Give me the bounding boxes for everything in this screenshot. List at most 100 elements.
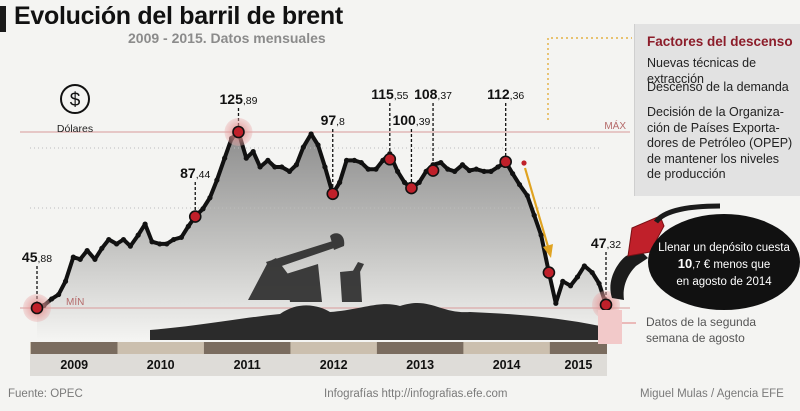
note-text-line2: semana de agosto	[646, 331, 745, 345]
data-point	[92, 256, 98, 262]
data-point	[495, 164, 501, 170]
data-point	[445, 166, 451, 172]
factors-pointer	[547, 37, 632, 120]
data-point	[300, 144, 306, 150]
data-point	[308, 131, 314, 137]
data-point	[142, 221, 148, 227]
value-label: 115,55	[371, 86, 408, 102]
data-point	[70, 254, 76, 260]
x-tick-label-year: 2013	[406, 358, 434, 372]
fuel-nozzle-icon	[610, 250, 648, 300]
unit-label: Dólares	[57, 123, 93, 135]
panel-item-extraction: Nuevas técnicas de extracción	[647, 56, 757, 86]
fuel-nozzle-grip-icon	[627, 215, 665, 257]
data-point	[438, 159, 444, 166]
panel-item-opec: Decisión de la Organiza-ción de Países E…	[647, 105, 793, 181]
highlight-marker	[30, 301, 44, 315]
bubble-line3: en agosto de 2014	[676, 276, 772, 288]
highlight-marker	[426, 164, 440, 177]
data-point	[560, 278, 566, 284]
data-point	[365, 166, 371, 172]
data-point	[243, 155, 249, 161]
page-subtitle: 2009 - 2015. Datos mensuales	[128, 30, 326, 46]
value-label: 100,39	[392, 112, 430, 128]
data-point	[459, 162, 466, 168]
data-point	[222, 155, 228, 161]
note-marker-strip	[598, 310, 622, 344]
data-point	[481, 168, 487, 174]
oil-spill-silhouette	[150, 302, 600, 340]
data-point	[56, 291, 62, 298]
panel-item-demand: Descenso de la demanda	[647, 80, 789, 94]
x-tick-label-year: 2010	[147, 358, 175, 372]
data-point	[351, 157, 357, 163]
highlight-marker	[599, 298, 613, 312]
footer-credit: Miguel Mulas / Agencia EFE	[640, 388, 784, 400]
data-point	[279, 164, 285, 170]
data-point	[373, 166, 379, 172]
data-point	[157, 241, 163, 247]
footer-source: Fuente: OPEC	[8, 388, 83, 400]
factors-panel: Factores del descenso Nuevas técnicas de…	[634, 24, 800, 196]
data-point	[589, 269, 595, 276]
data-point	[178, 234, 185, 240]
savings-bubble	[648, 214, 800, 310]
data-point	[596, 280, 602, 287]
data-point	[553, 300, 559, 306]
data-point	[574, 274, 581, 280]
dollar-icon-glyph: $	[70, 90, 81, 111]
highlight-marker	[326, 187, 340, 201]
data-point	[84, 247, 90, 254]
data-point	[77, 256, 83, 262]
data-point	[322, 164, 328, 170]
data-point	[581, 263, 587, 269]
data-point	[106, 236, 112, 243]
data-point	[99, 245, 105, 251]
value-label: 47,32	[591, 235, 621, 251]
data-point	[272, 164, 278, 170]
data-point	[416, 179, 422, 185]
data-point	[149, 239, 155, 245]
x-axis-label-band	[30, 354, 607, 376]
value-label: 112,36	[487, 86, 524, 102]
oil-pump-silhouette	[248, 233, 364, 302]
highlight-marker	[383, 152, 397, 166]
highlight-marker	[232, 125, 245, 139]
data-point	[171, 236, 177, 243]
data-point	[257, 164, 263, 170]
highlight-marker	[499, 155, 512, 169]
dollar-icon	[60, 84, 90, 114]
data-point	[49, 296, 55, 302]
highlight-marker	[188, 210, 202, 223]
data-point	[113, 241, 120, 247]
data-point	[315, 142, 321, 148]
max-label: MÁX	[604, 119, 626, 132]
decline-arrowhead	[543, 244, 553, 258]
data-point	[394, 168, 401, 174]
data-point	[358, 159, 364, 166]
highlight-marker	[405, 181, 418, 195]
note-text-line1: Datos de la segunda	[646, 315, 756, 329]
data-point	[286, 168, 293, 174]
data-point	[214, 177, 220, 183]
title-accent-bar	[0, 6, 6, 32]
data-point	[200, 206, 206, 212]
arrow-origin-dot	[521, 160, 527, 166]
panel-title: Factores del descenso	[647, 34, 793, 49]
x-tick-label-year: 2009	[60, 358, 88, 372]
footer-web: Infografías http://infografias.efe.com	[324, 388, 508, 400]
data-point	[337, 179, 343, 185]
x-tick-label-year: 2012	[320, 358, 348, 372]
data-point	[120, 236, 127, 243]
data-point	[135, 232, 141, 238]
data-point	[343, 157, 350, 163]
price-area-fill	[37, 132, 606, 340]
x-axis-year-band	[549, 342, 607, 354]
value-label: 87,44	[180, 165, 210, 181]
data-point	[207, 195, 213, 201]
value-label: 97,8	[321, 112, 345, 128]
min-label: MÍN	[66, 295, 84, 308]
value-label: 125,89	[220, 91, 258, 107]
data-point	[524, 192, 530, 199]
